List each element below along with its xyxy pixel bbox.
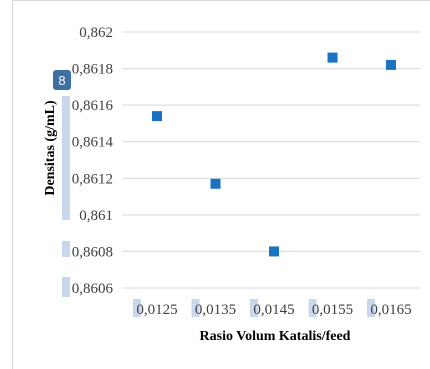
badge-label: 8 — [58, 73, 65, 88]
data-point — [327, 52, 338, 63]
data-point — [152, 111, 162, 122]
y-tick-label: 0,862 — [79, 25, 113, 41]
frame-border-left — [12, 0, 13, 369]
gridlines — [122, 31, 420, 289]
badge-background — [53, 70, 71, 90]
text-highlight — [250, 299, 258, 317]
text-highlight — [62, 241, 70, 257]
frame-border-top — [12, 0, 430, 1]
data-point — [386, 59, 396, 70]
data-point — [269, 246, 279, 257]
y-tick-label: 0,8618 — [72, 62, 113, 78]
text-highlights — [62, 96, 375, 317]
x-tick-label: 0,0145 — [253, 302, 294, 318]
text-highlight — [62, 277, 70, 297]
x-tick-label: 0,0125 — [136, 302, 177, 318]
text-highlight — [191, 299, 200, 317]
x-tick-labels: 0,0125 0,0135 0,0145 0,0155 0,0165 — [136, 302, 411, 318]
text-highlight — [367, 299, 375, 317]
x-tick-label: 0,0165 — [370, 302, 411, 318]
y-tick-labels: 0,8606 0,8608 0,861 0,8612 0,8614 0,8616 0,861… — [72, 25, 114, 297]
y-tick-label: 0,8606 — [72, 281, 114, 297]
data-points — [152, 52, 396, 257]
y-axis-title: Densitas (g/mL) — [43, 100, 58, 196]
text-highlight — [308, 299, 317, 317]
text-highlight — [62, 96, 70, 220]
x-tick-label: 0,0155 — [312, 302, 353, 318]
data-point — [210, 178, 221, 189]
y-tick-label: 0,8616 — [72, 98, 114, 114]
y-tick-label: 0,8608 — [72, 244, 113, 260]
annotation-badge[interactable]: 8 — [53, 70, 71, 90]
text-highlight — [133, 299, 141, 317]
x-axis-title: Rasio Volum Katalis/feed — [200, 329, 351, 344]
x-tick-label: 0,0135 — [195, 302, 236, 318]
y-tick-label: 0,8612 — [72, 171, 113, 187]
y-tick-label: 0,8614 — [72, 135, 114, 151]
y-tick-label: 0,861 — [79, 208, 113, 224]
